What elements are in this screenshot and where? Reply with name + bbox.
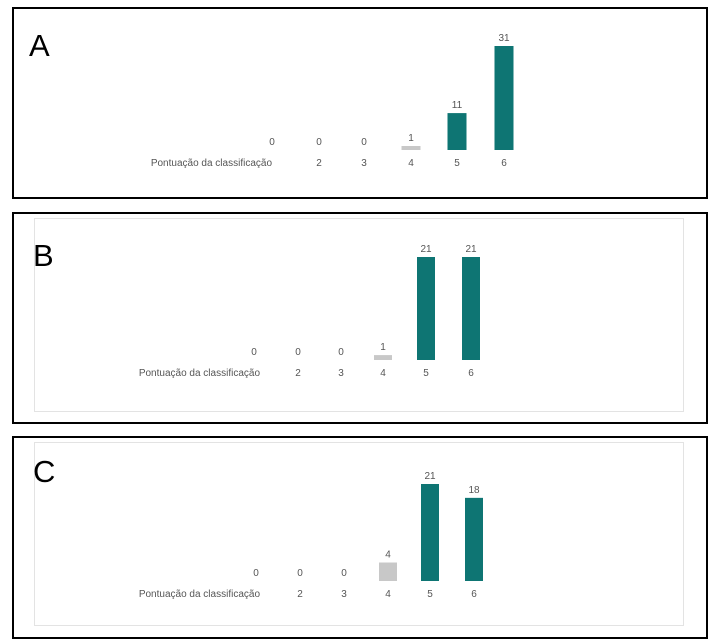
- bar-value-label-c-3: 0: [341, 568, 347, 579]
- bar-chart-c: 0 0 2 0 3 4 4 21 5 18 6 Pontuação da classificação: [139, 471, 483, 600]
- x-tick-label-a-3: 3: [361, 158, 367, 169]
- x-tick-label-a-2: 2: [316, 158, 322, 169]
- x-tick-label-a-5: 5: [454, 158, 460, 169]
- bar-value-label-c-5: 21: [424, 471, 436, 482]
- x-tick-label-b-2: 2: [295, 368, 301, 379]
- bar-b-5: [417, 257, 435, 360]
- panel-letter-c: C: [33, 454, 56, 489]
- bar-value-label-a-2: 0: [316, 137, 322, 148]
- bar-a-5: [447, 113, 467, 150]
- x-axis-label-a: Pontuação da classificação: [151, 158, 273, 169]
- bar-value-label-c-1: 0: [253, 568, 259, 579]
- chart-panel-c: C 0 0 2 0 3 4 4 21 5 18 6 Pontuação da classificaçã…: [12, 436, 708, 639]
- bar-value-label-c-4: 4: [385, 550, 391, 561]
- bar-value-label-b-3: 0: [338, 347, 344, 358]
- bar-value-label-b-4: 1: [380, 342, 386, 353]
- x-tick-label-b-3: 3: [338, 368, 344, 379]
- bar-b-4: [374, 355, 392, 360]
- panel-letter-a: A: [29, 28, 50, 63]
- bar-a-4: [401, 146, 421, 150]
- x-tick-label-c-6: 6: [471, 589, 477, 600]
- x-tick-label-c-5: 5: [427, 589, 433, 600]
- bar-value-label-b-1: 0: [251, 347, 257, 358]
- bar-c-6: [465, 497, 483, 581]
- chart-panel-a: A 0 0 2 0 3 1 4 11 5 31 6 Pontuação da classificaçã…: [12, 7, 708, 199]
- bar-value-label-a-6: 31: [498, 33, 510, 44]
- bar-c-5: [421, 484, 439, 581]
- bar-b-6: [462, 257, 480, 360]
- chart-frame-b: [34, 218, 684, 412]
- bar-a-6: [494, 46, 514, 150]
- x-tick-label-c-2: 2: [297, 589, 303, 600]
- chart-panel-b: B 0 0 2 0 3 1 4 21 5 21 6 Pontuação da classificaçã…: [12, 212, 708, 424]
- bar-c-4: [379, 562, 397, 581]
- panel-letter-b: B: [33, 238, 54, 273]
- chart-frame-c: [34, 442, 684, 626]
- x-tick-label-a-6: 6: [501, 158, 507, 169]
- bar-value-label-a-4: 1: [408, 133, 414, 144]
- x-tick-label-c-3: 3: [341, 589, 347, 600]
- x-axis-label-c: Pontuação da classificação: [139, 589, 261, 600]
- bar-value-label-a-1: 0: [269, 137, 275, 148]
- bar-value-label-b-5: 21: [420, 244, 432, 255]
- bar-value-label-b-2: 0: [295, 347, 301, 358]
- x-tick-label-b-6: 6: [468, 368, 474, 379]
- x-tick-label-a-4: 4: [408, 158, 414, 169]
- bar-value-label-c-6: 18: [468, 485, 480, 496]
- x-tick-label-b-5: 5: [423, 368, 429, 379]
- bar-value-label-a-5: 11: [452, 100, 463, 111]
- bar-value-label-b-6: 21: [465, 244, 477, 255]
- x-tick-label-c-4: 4: [385, 589, 391, 600]
- x-axis-label-b: Pontuação da classificação: [139, 368, 261, 379]
- bar-value-label-a-3: 0: [361, 137, 367, 148]
- bar-chart-b: 0 0 2 0 3 1 4 21 5 21 6 Pontuação da classificação: [139, 244, 480, 379]
- x-tick-label-b-4: 4: [380, 368, 386, 379]
- bar-value-label-c-2: 0: [297, 568, 303, 579]
